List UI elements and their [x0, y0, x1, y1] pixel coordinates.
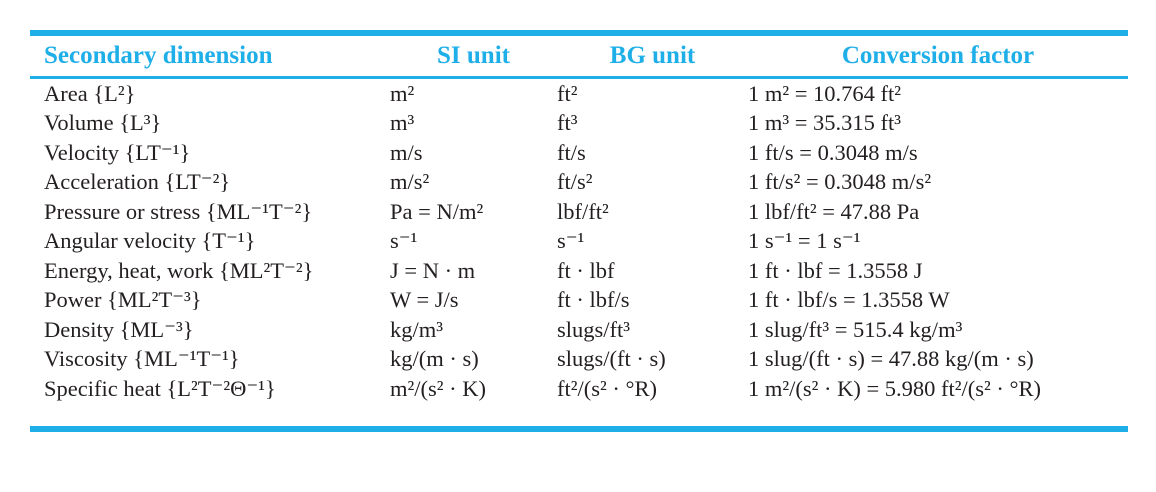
dimension-cell: Volume {L³} — [44, 110, 162, 136]
dimension-cell: Acceleration {LT⁻²} — [44, 169, 231, 195]
header-divider-rule — [30, 76, 1128, 79]
table-row: Area {L²} m² ft² 1 m² = 10.764 ft² — [30, 79, 1128, 109]
conversion-factor-cell: 1 m² = 10.764 ft² — [748, 80, 902, 106]
si-unit-cell: kg/(m · s) — [390, 346, 479, 372]
table-bottom-rule — [30, 425, 1128, 432]
si-unit-cell: Pa = N/m² — [390, 198, 484, 224]
table-row: Volume {L³} m³ ft³ 1 m³ = 35.315 ft³ — [30, 109, 1128, 139]
table-row: Power {ML²T⁻³} W = J/s ft · lbf/s 1 ft · lb… — [30, 286, 1128, 316]
bg-unit-cell: lbf/ft² — [557, 198, 609, 224]
dimension-cell: Energy, heat, work {ML²T⁻²} — [44, 257, 314, 283]
table-row: Acceleration {LT⁻²} m/s² ft/s² 1 ft/s² = 0.… — [30, 168, 1128, 198]
bg-unit-cell: ft · lbf/s — [557, 287, 630, 313]
conversion-table: Secondary dimension SI unit BG unit Conv… — [30, 36, 1128, 404]
bg-unit-cell: ft³ — [557, 110, 578, 136]
header-conversion-factor: Conversion factor — [841, 42, 1035, 69]
conversion-factor-cell: 1 lbf/ft² = 47.88 Pa — [748, 198, 920, 224]
si-unit-cell: W = J/s — [390, 287, 459, 313]
table-row: Specific heat {L²T⁻²Θ⁻¹} m²/(s² · K) ft²/(… — [30, 374, 1128, 404]
dimension-cell: Pressure or stress {ML⁻¹T⁻²} — [44, 198, 313, 224]
table-body: Area {L²} m² ft² 1 m² = 10.764 ft² Volume {L… — [30, 76, 1128, 404]
bg-unit-cell: ft² — [557, 80, 578, 106]
bg-unit-cell: ft/s — [557, 139, 586, 165]
si-unit-cell: m/s² — [390, 169, 430, 195]
si-unit-cell: m² — [390, 80, 415, 106]
bg-unit-cell: ft · lbf — [557, 257, 615, 283]
table-row: Pressure or stress {ML⁻¹T⁻²} Pa = N/m² lbf… — [30, 197, 1128, 227]
header-divider-row — [30, 76, 1128, 79]
table-row: Viscosity {ML⁻¹T⁻¹} kg/(m · s) slugs/(ft ·… — [30, 345, 1128, 375]
bg-unit-cell: slugs/(ft · s) — [557, 346, 666, 372]
dimension-cell: Density {ML⁻³} — [44, 316, 194, 342]
dimension-cell: Viscosity {ML⁻¹T⁻¹} — [44, 346, 240, 372]
conversion-factor-cell: 1 slug/(ft · s) = 47.88 kg/(m · s) — [748, 346, 1034, 372]
dimension-cell: Area {L²} — [44, 80, 136, 106]
dimension-cell: Specific heat {L²T⁻²Θ⁻¹} — [44, 375, 276, 401]
conversion-factor-cell: 1 ft/s = 0.3048 m/s — [748, 139, 918, 165]
header-bg-unit: BG unit — [609, 42, 696, 69]
conversion-factor-cell: 1 ft/s² = 0.3048 m/s² — [748, 169, 932, 195]
conversion-factor-cell: 1 ft · lbf/s = 1.3558 W — [748, 287, 950, 313]
si-unit-cell: m³ — [390, 110, 415, 136]
header-secondary-dimension: Secondary dimension — [44, 42, 273, 69]
conversion-factor-cell: 1 slug/ft³ = 515.4 kg/m³ — [748, 316, 963, 342]
conversion-factor-cell: 1 s⁻¹ = 1 s⁻¹ — [748, 228, 861, 254]
si-unit-cell: kg/m³ — [390, 316, 443, 342]
si-unit-cell: J = N · m — [390, 257, 476, 283]
dimension-cell: Angular velocity {T⁻¹} — [44, 228, 256, 254]
si-unit-cell: s⁻¹ — [390, 228, 418, 254]
table-row: Angular velocity {T⁻¹} s⁻¹ s⁻¹ 1 s⁻¹ = 1 s⁻… — [30, 227, 1128, 257]
dimension-cell: Power {ML²T⁻³} — [44, 287, 202, 313]
bg-unit-cell: ft/s² — [557, 169, 593, 195]
si-unit-cell: m/s — [390, 139, 423, 165]
conversion-factor-cell: 1 m³ = 35.315 ft³ — [748, 110, 902, 136]
dimension-cell: Velocity {LT⁻¹} — [44, 139, 191, 165]
table-row: Velocity {LT⁻¹} m/s ft/s 1 ft/s = 0.3048 m/… — [30, 138, 1128, 168]
table-top-rule — [30, 30, 1128, 36]
table-row: Energy, heat, work {ML²T⁻²} J = N · m ft ·… — [30, 256, 1128, 286]
bg-unit-cell: s⁻¹ — [557, 228, 585, 254]
si-unit-cell: m²/(s² · K) — [390, 375, 486, 401]
conversion-factor-cell: 1 m²/(s² · K) = 5.980 ft²/(s² · °R) — [748, 375, 1042, 401]
conversion-factor-cell: 1 ft · lbf = 1.3558 J — [748, 257, 923, 283]
bg-unit-cell: slugs/ft³ — [557, 316, 631, 342]
header-row: Secondary dimension SI unit BG unit Conv… — [30, 36, 1128, 76]
header-si-unit: SI unit — [437, 42, 510, 69]
table-row: Density {ML⁻³} kg/m³ slugs/ft³ 1 slug/ft³ =… — [30, 315, 1128, 345]
bg-unit-cell: ft²/(s² · °R) — [557, 375, 657, 401]
unit-conversion-table: Secondary dimension SI unit BG unit Conv… — [30, 30, 1128, 432]
